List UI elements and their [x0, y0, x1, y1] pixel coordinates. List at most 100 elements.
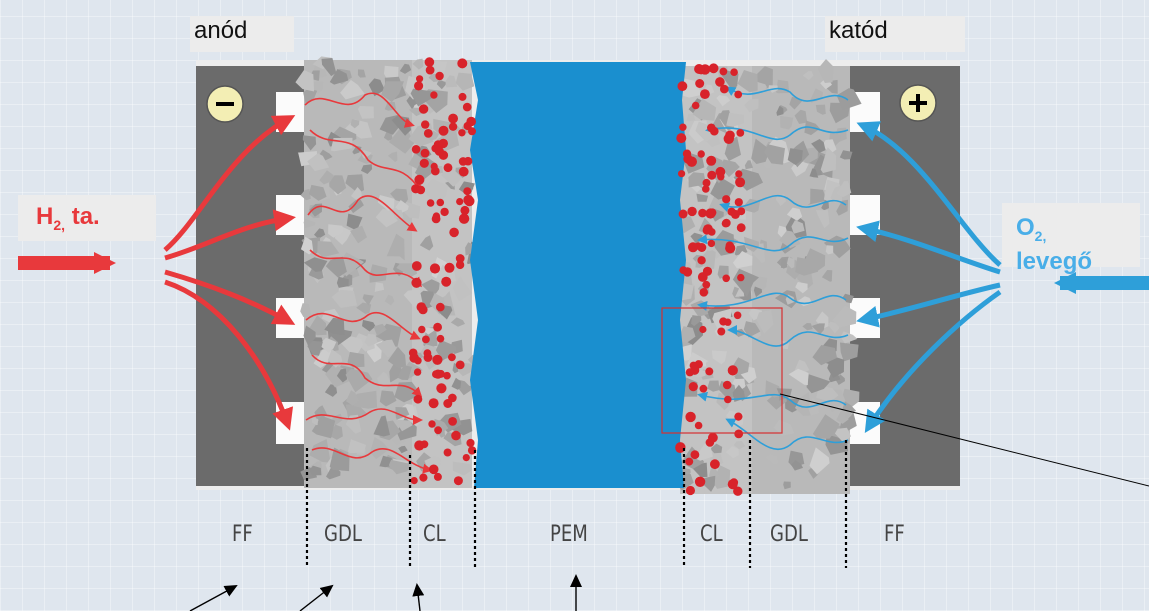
porous-grain	[840, 331, 858, 344]
catalyst-particle	[436, 198, 445, 207]
porous-grain	[791, 460, 803, 471]
layer-pointer-arrows	[189, 574, 582, 611]
porous-grain	[361, 164, 373, 174]
catalyst-particle	[687, 206, 697, 217]
porous-grain	[395, 200, 409, 213]
catalyst-particle	[734, 429, 744, 439]
porous-grain	[842, 293, 854, 304]
catalyst-particle	[468, 127, 476, 136]
porous-grain	[324, 384, 338, 397]
porous-grain	[744, 98, 759, 113]
catalyst-particle	[451, 430, 461, 441]
porous-grain	[834, 427, 851, 443]
porous-grain	[308, 184, 327, 201]
porous-grain	[812, 414, 840, 439]
catalyst-particle	[736, 129, 745, 137]
porous-grain	[345, 174, 365, 194]
porous-grain	[311, 415, 336, 439]
hydrogen-formula: H	[36, 203, 54, 230]
anode-label: anód	[190, 16, 294, 52]
porous-grain	[303, 219, 316, 229]
porous-grain	[348, 199, 364, 214]
catalyst-particle	[438, 125, 449, 136]
layer-label-gdl-anode: GDL	[324, 522, 362, 547]
porous-grain	[836, 88, 862, 111]
catalyst-particle	[411, 277, 422, 288]
porous-grain	[395, 407, 410, 420]
catalyst-particle	[411, 145, 421, 154]
porous-grain	[686, 113, 696, 122]
catalyst-particle	[697, 256, 706, 265]
catalyst-particle	[717, 173, 725, 181]
catalyst-particle	[433, 472, 442, 481]
catalyst-particle	[458, 129, 466, 137]
catalyst-particle	[706, 155, 717, 166]
porous-grain	[336, 276, 349, 288]
porous-grain	[435, 339, 457, 361]
catalyst-particle	[727, 365, 738, 376]
catalyst-particle	[466, 116, 477, 127]
catalyst-particle	[455, 260, 465, 270]
catalyst-particle	[421, 120, 430, 129]
porous-grain	[362, 319, 376, 332]
catalyst-particle	[414, 440, 425, 451]
layer-label-pem: PEM	[550, 522, 588, 547]
detail-leader-line	[779, 393, 1149, 487]
porous-grain	[445, 75, 458, 88]
catalyst-particle	[705, 367, 714, 376]
hydrogen-distribution-arrows	[163, 115, 296, 431]
porous-grain	[788, 368, 809, 386]
porous-grain	[384, 294, 395, 306]
porous-grain	[451, 377, 461, 390]
catalyst-particle	[733, 311, 742, 320]
porous-grain	[394, 209, 404, 219]
porous-grain	[300, 303, 312, 318]
catalyst-particle	[416, 302, 427, 312]
porous-grain	[346, 213, 363, 230]
porous-grain	[396, 419, 413, 432]
porous-grain	[379, 390, 397, 407]
porous-grain	[711, 350, 727, 365]
porous-grain	[383, 131, 393, 141]
catalyst-particle	[431, 214, 441, 224]
porous-grain	[452, 276, 473, 302]
porous-grain	[427, 130, 440, 141]
porous-grain	[421, 279, 440, 297]
porous-grain	[362, 294, 374, 306]
catalyst-particle	[694, 476, 706, 487]
porous-grain	[707, 380, 720, 392]
porous-grain	[309, 439, 331, 463]
porous-grain	[787, 148, 803, 165]
catalyst-particle	[702, 280, 711, 289]
porous-grain	[329, 424, 343, 440]
hydrogen-inlet-label: H2, ta.	[18, 195, 156, 241]
porous-grain	[307, 340, 323, 356]
layer-label-ff-cathode: FF	[884, 522, 905, 547]
porous-grain	[839, 150, 853, 160]
porous-grain	[710, 176, 735, 200]
catalyst-particle	[419, 473, 428, 482]
hydrogen-suffix: ta.	[71, 203, 100, 230]
porous-grain	[679, 216, 696, 234]
catalyst-particle	[458, 166, 469, 177]
hydrogen-diffusion-paths	[304, 92, 433, 474]
catalyst-particle	[685, 457, 694, 466]
catalyst-particle	[699, 384, 708, 393]
porous-grain	[710, 443, 723, 454]
catalyst-particle	[734, 412, 743, 421]
porous-grain	[809, 168, 819, 178]
porous-grain	[373, 415, 390, 437]
porous-grain	[712, 465, 731, 489]
porous-grain	[794, 109, 808, 124]
porous-grain	[356, 302, 372, 314]
porous-grain	[350, 119, 360, 129]
porous-grain	[318, 337, 337, 353]
porous-grain	[410, 88, 435, 107]
porous-grain	[737, 70, 758, 93]
catalyst-particle	[733, 486, 743, 496]
porous-grain	[345, 368, 373, 393]
catalyst-particle	[699, 325, 707, 334]
porous-grain	[346, 390, 360, 406]
catalyst-particle	[722, 380, 732, 390]
porous-grain	[300, 189, 311, 201]
